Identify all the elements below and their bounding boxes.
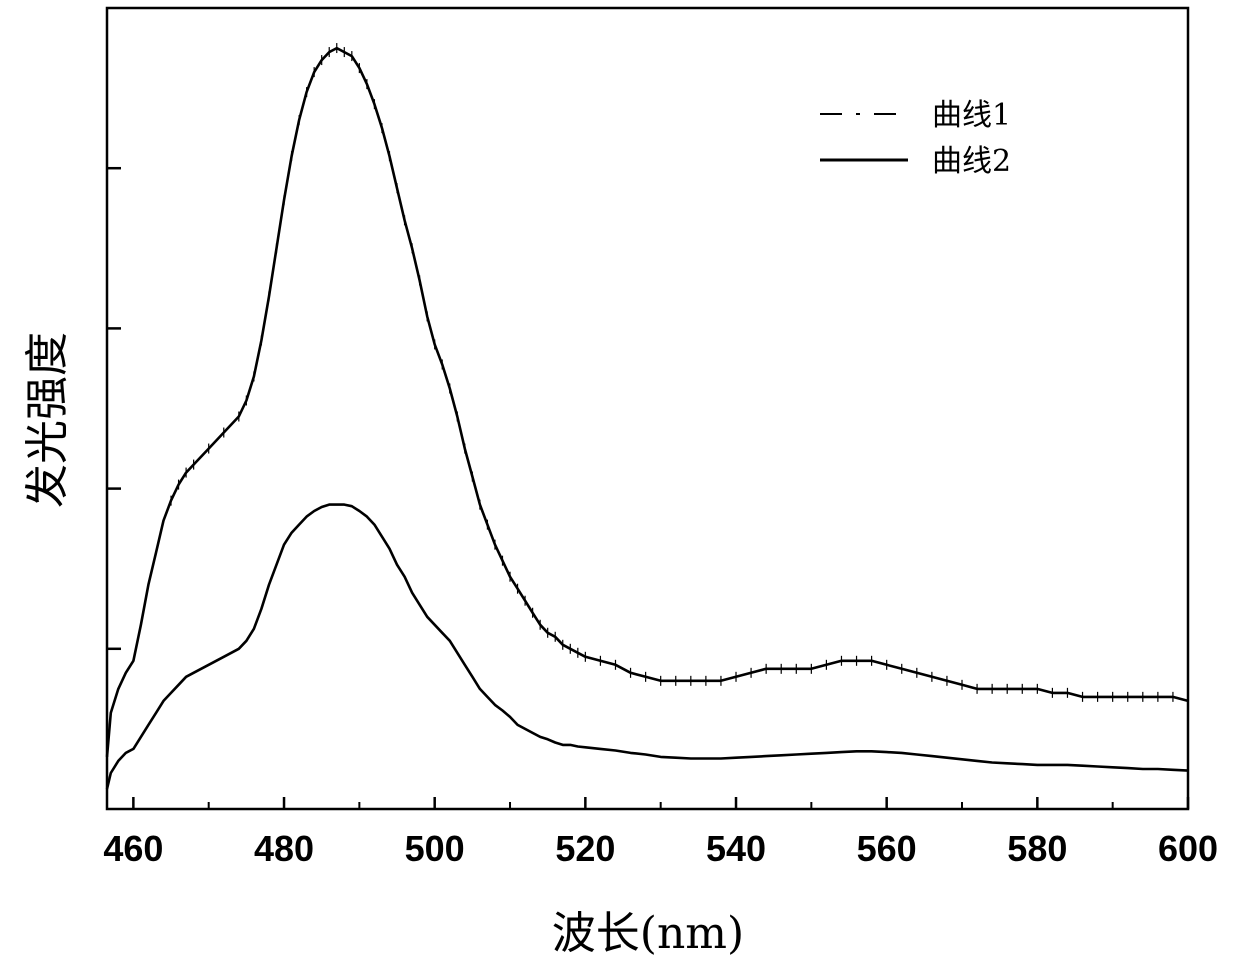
x-tick-label-500: 500 [405, 828, 465, 869]
series-layer [107, 43, 1188, 789]
x-tick-label-480: 480 [254, 828, 314, 869]
legend: 曲线1 曲线2 [820, 98, 1011, 179]
x-tick-label-520: 520 [555, 828, 615, 869]
x-tick-label-540: 540 [706, 828, 766, 869]
x-tick-label-460: 460 [103, 828, 163, 869]
y-axis-title: 发光强度 [22, 332, 73, 508]
x-tick-label-580: 580 [1007, 828, 1067, 869]
series-2-line [107, 505, 1188, 789]
series-1-line [107, 48, 1188, 757]
x-tick-label-560: 560 [857, 828, 917, 869]
x-axis-title: 波长(nm) [552, 908, 744, 959]
legend-label-series-1: 曲线1 [932, 98, 1011, 133]
x-tick-label-600: 600 [1158, 828, 1218, 869]
legend-label-series-2: 曲线2 [932, 144, 1011, 179]
